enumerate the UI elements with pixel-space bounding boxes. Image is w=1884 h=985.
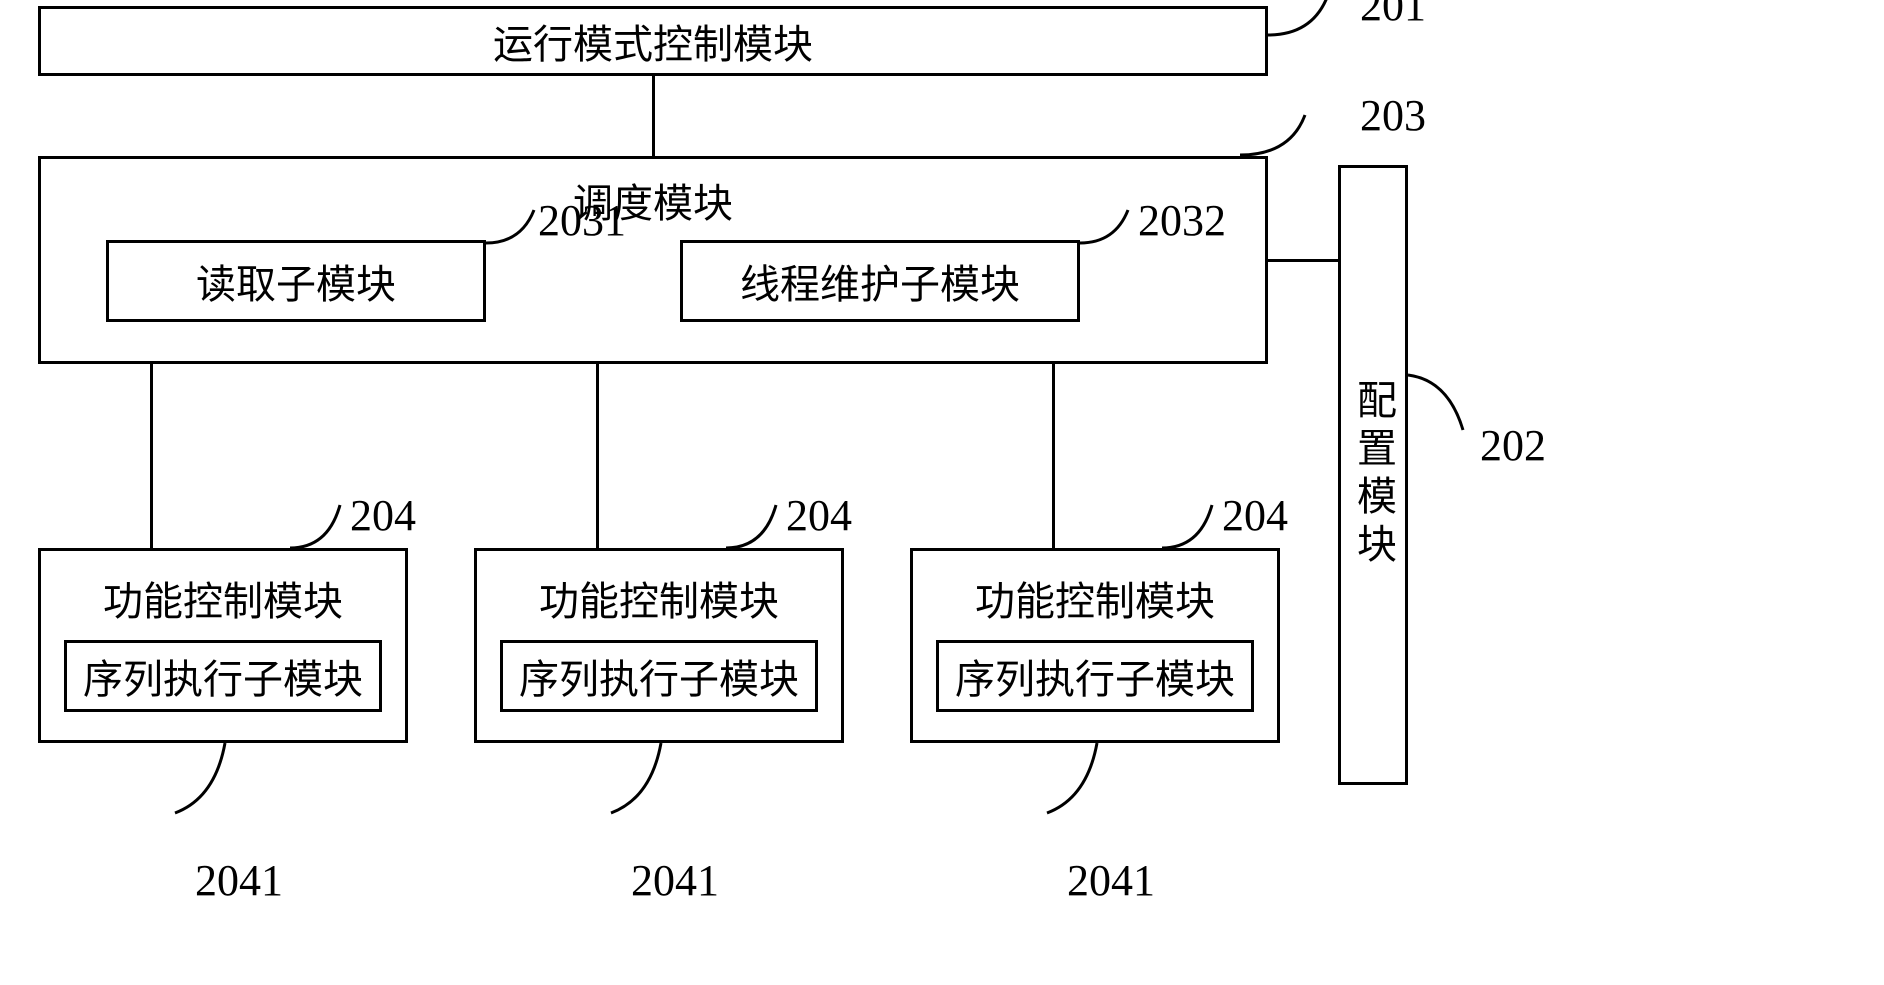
block-thread-submodule: 线程维护子模块 <box>680 240 1080 322</box>
callout-204-1: 204 <box>350 490 416 541</box>
callout-204-2: 204 <box>786 490 852 541</box>
block-seq-exec-3: 序列执行子模块 <box>936 640 1254 712</box>
callout-202: 202 <box>1480 420 1546 471</box>
callout-204-3: 204 <box>1222 490 1288 541</box>
block-runtime-mode-control: 运行模式控制模块 <box>38 6 1268 76</box>
diagram-canvas: 运行模式控制模块 201 调度模块 203 读取子模块 2031 线程维护子模块… <box>0 0 1884 985</box>
connector-top-scheduler <box>652 76 655 156</box>
leader-2041-2 <box>611 743 701 833</box>
block-label: 运行模式控制模块 <box>493 12 813 70</box>
block-label: 功能控制模块 <box>975 569 1215 627</box>
callout-203: 203 <box>1360 90 1426 141</box>
block-label: 配置模块 <box>1344 379 1402 571</box>
block-label: 功能控制模块 <box>103 569 343 627</box>
callout-2041-2: 2041 <box>631 855 719 906</box>
leader-2041-3 <box>1047 743 1137 833</box>
block-read-submodule: 读取子模块 <box>106 240 486 322</box>
connector-scheduler-func3 <box>1052 364 1055 548</box>
connector-scheduler-func2 <box>596 364 599 548</box>
callout-2041-3: 2041 <box>1067 855 1155 906</box>
leader-2041-1 <box>175 743 265 833</box>
callout-2041-1: 2041 <box>195 855 283 906</box>
block-seq-exec-2: 序列执行子模块 <box>500 640 818 712</box>
callout-2031: 2031 <box>538 195 626 246</box>
block-label: 线程维护子模块 <box>740 252 1020 310</box>
block-seq-exec-1: 序列执行子模块 <box>64 640 382 712</box>
block-config: 配置模块 <box>1338 165 1408 785</box>
leader-203 <box>1240 110 1370 170</box>
callout-201: 201 <box>1360 0 1426 31</box>
block-label: 功能控制模块 <box>539 569 779 627</box>
connector-scheduler-config <box>1268 259 1338 262</box>
block-label: 序列执行子模块 <box>83 647 363 705</box>
block-label: 序列执行子模块 <box>519 647 799 705</box>
block-label: 读取子模块 <box>196 252 396 310</box>
connector-scheduler-func1 <box>150 364 153 548</box>
block-label: 序列执行子模块 <box>955 647 1235 705</box>
callout-2032: 2032 <box>1138 195 1226 246</box>
